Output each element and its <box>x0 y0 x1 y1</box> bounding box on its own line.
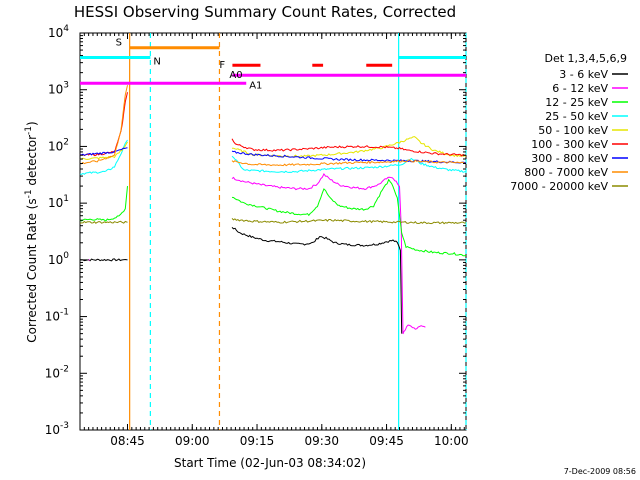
y-axis-label-sup: -1 <box>24 189 34 198</box>
series-line-1-1 <box>231 173 426 335</box>
x-axis: 08:45 09:00 09:15 09:30 09:45 10:00 <box>83 33 469 448</box>
plot-border <box>79 32 467 431</box>
y-tick-label: 102 <box>48 137 69 153</box>
legend-label-0: 3 - 6 keV <box>559 68 608 81</box>
bar-label-a0: A0 <box>229 70 242 81</box>
y-axis: 10-3 10-2 10-1 100 101 102 103 104 <box>45 24 466 437</box>
series-line-2-0 <box>79 186 128 222</box>
bar-label-s: S <box>116 38 122 49</box>
series-line-7-1 <box>231 159 467 167</box>
series-line-5-1 <box>231 138 467 157</box>
legend-label-1: 6 - 12 keV <box>552 82 608 95</box>
y-axis-label: Corrected Count Rate (s-1 detector-1) <box>24 121 39 342</box>
chart-title: HESSI Observing Summary Count Rates, Cor… <box>74 3 456 21</box>
legend-label-4: 50 - 100 keV <box>538 124 608 137</box>
x-tick-label: 09:00 <box>175 434 210 448</box>
series-line-2-1 <box>231 178 467 257</box>
plot-area <box>79 32 467 431</box>
bar-label-a1: A1 <box>249 80 262 91</box>
legend-label-8: 7000 - 20000 keV <box>510 180 608 193</box>
series-line-0-1 <box>231 227 403 334</box>
observing-bars: S N F A0 A1 <box>80 38 466 91</box>
y-axis-label-part: detector <box>25 135 39 190</box>
series-line-7-0 <box>79 85 128 165</box>
bar-label-f: F <box>219 60 225 71</box>
bar-label-n: N <box>153 56 160 67</box>
timestamp-footer: 7-Dec-2009 08:56 <box>564 467 636 476</box>
y-tick-label: 10-2 <box>45 364 69 380</box>
legend-label-5: 100 - 300 keV <box>531 138 608 151</box>
y-axis-label-part: ) <box>25 121 39 126</box>
y-axis-label-sup: -1 <box>24 126 34 135</box>
series-line-8-0 <box>79 220 128 224</box>
y-tick-label: 10-1 <box>45 308 69 324</box>
series-line-5-0 <box>79 92 128 157</box>
x-tick-label: 10:00 <box>434 434 469 448</box>
legend-label-7: 800 - 7000 keV <box>524 166 608 179</box>
y-tick-label: 104 <box>48 24 69 40</box>
y-axis-label-part: Corrected Count Rate (s <box>25 198 39 342</box>
series-line-0-0 <box>79 258 128 262</box>
legend-header: Det 1,3,4,5,6,9 <box>544 52 627 65</box>
series-line-6-1 <box>231 150 466 164</box>
legend-label-3: 25 - 50 keV <box>545 110 608 123</box>
y-tick-label: 101 <box>48 194 69 210</box>
x-tick-label: 09:15 <box>240 434 275 448</box>
y-tick-label: 100 <box>48 251 69 267</box>
legend-label-2: 12 - 25 keV <box>545 96 608 109</box>
x-tick-label: 08:45 <box>110 434 145 448</box>
series-line-3-1 <box>231 155 467 173</box>
y-tick-label: 103 <box>48 81 69 97</box>
series-line-4-0 <box>79 141 128 160</box>
x-tick-label: 09:30 <box>304 434 339 448</box>
legend-label-6: 300 - 800 keV <box>531 152 608 165</box>
y-tick-label: 10-3 <box>45 421 69 437</box>
series-line-3-0 <box>79 139 128 175</box>
x-tick-label: 09:45 <box>369 434 404 448</box>
x-axis-label: Start Time (02-Jun-03 08:34:02) <box>174 456 366 470</box>
series-line-8-1 <box>231 218 467 225</box>
series-lines <box>79 85 467 335</box>
marker-lines <box>129 33 467 430</box>
series-line-6-0 <box>79 147 128 156</box>
